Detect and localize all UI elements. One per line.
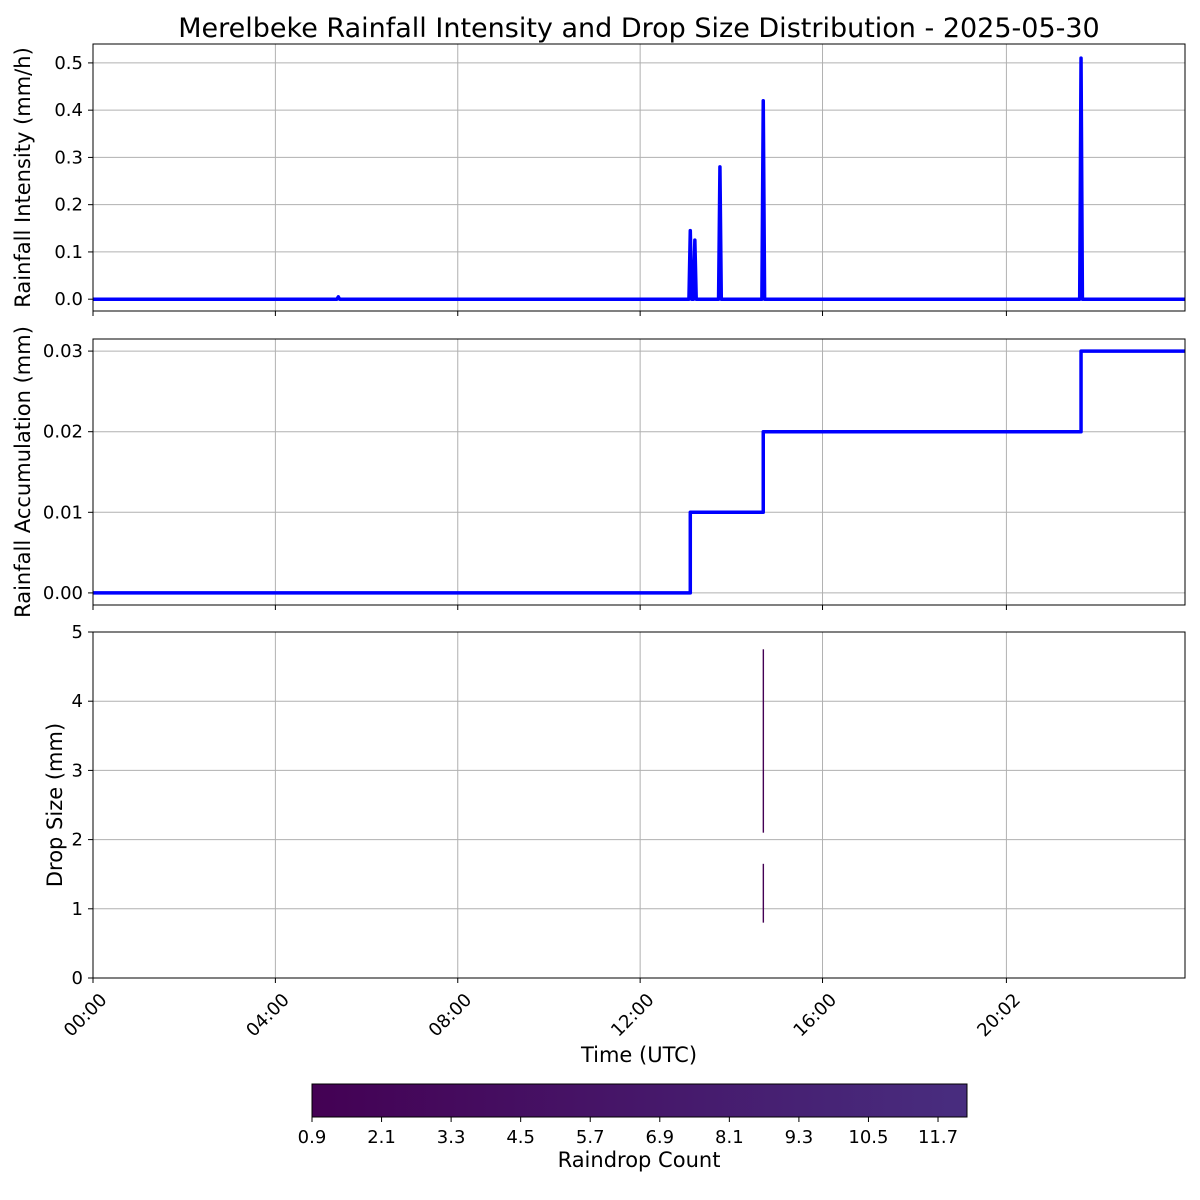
- accumulation-series-line: [93, 349, 1185, 595]
- x-tick-label: 08:00: [425, 990, 477, 1042]
- drop-size-cell: [762, 863, 765, 923]
- panel-drop-size: 0 1 2 3 4 5 Drop Size (mm) 00:00 04:00 08:00 12:00…: [43, 622, 1186, 1042]
- drop-size-y-tick-label: 5: [72, 622, 83, 643]
- intensity-y-axis-label: Rainfall Intensity (mm/h): [11, 47, 35, 308]
- x-tick-label: 00:00: [60, 990, 112, 1042]
- drop-size-y-axis-label: Drop Size (mm): [43, 723, 67, 887]
- intensity-y-tick-label: 0.5: [54, 53, 83, 74]
- colorbar-tick-label: 2.1: [367, 1127, 396, 1148]
- colorbar-tick-label: 11.7: [918, 1127, 958, 1148]
- colorbar-tick-label: 5.7: [576, 1127, 605, 1148]
- colorbar-tick-label: 10.5: [848, 1127, 888, 1148]
- drop-size-y-tick-label: 4: [72, 691, 83, 712]
- drop-size-y-tick-label: 3: [72, 760, 83, 781]
- x-tick-label: 16:00: [789, 990, 841, 1042]
- intensity-y-tick-label: 0.4: [54, 100, 83, 121]
- drop-size-y-tick-label: 1: [72, 899, 83, 920]
- x-tick-label: 12:00: [607, 990, 659, 1042]
- accumulation-y-tick-label: 0.02: [43, 422, 83, 443]
- panel-intensity: 0.0 0.1 0.2 0.3 0.4 0.5 Rainfall Intensity (mm…: [11, 43, 1186, 316]
- intensity-series-line: [93, 56, 1185, 301]
- accumulation-y-tick-label: 0.01: [43, 502, 83, 523]
- colorbar-tick-label: 4.5: [506, 1127, 535, 1148]
- drop-size-y-tick-label: 2: [72, 830, 83, 851]
- accumulation-y-tick-label: 0.03: [43, 341, 83, 362]
- accumulation-axes-frame: [92, 338, 1186, 606]
- colorbar-label: Raindrop Count: [558, 1148, 721, 1172]
- drop-size-y-tick-label: 0: [72, 968, 83, 989]
- intensity-y-tick-label: 0.1: [54, 242, 83, 263]
- accumulation-y-axis-label: Rainfall Accumulation (mm): [11, 326, 35, 618]
- intensity-y-tick-label: 0.2: [54, 195, 83, 216]
- colorbar-tick-label: 6.9: [645, 1127, 674, 1148]
- colorbar-tick-label: 9.3: [785, 1127, 814, 1148]
- drop-size-cell: [762, 649, 765, 833]
- x-tick-label: 20:02: [973, 990, 1025, 1042]
- intensity-axes-frame: [92, 43, 1186, 312]
- drop-size-axes-frame: [92, 631, 1186, 979]
- chart-title: Merelbeke Rainfall Intensity and Drop Si…: [178, 13, 1099, 44]
- panel-accumulation: 0.00 0.01 0.02 0.03 Rainfall Accumulation (m…: [11, 326, 1186, 618]
- colorbar: 0.9 2.1 3.3 4.5 5.7 6.9 8.1 9.3 10.5 11.7: [298, 1083, 968, 1148]
- intensity-y-tick-label: 0.3: [54, 147, 83, 168]
- colorbar-tick-label: 3.3: [437, 1127, 466, 1148]
- colorbar-gradient: [311, 1083, 968, 1118]
- accumulation-y-tick-label: 0.00: [43, 583, 83, 604]
- intensity-y-tick-label: 0.0: [54, 289, 83, 310]
- x-tick-label: 04:00: [242, 990, 294, 1042]
- colorbar-tick-label: 8.1: [715, 1127, 744, 1148]
- colorbar-tick-label: 0.9: [298, 1127, 327, 1148]
- x-axis-label: Time (UTC): [580, 1043, 697, 1067]
